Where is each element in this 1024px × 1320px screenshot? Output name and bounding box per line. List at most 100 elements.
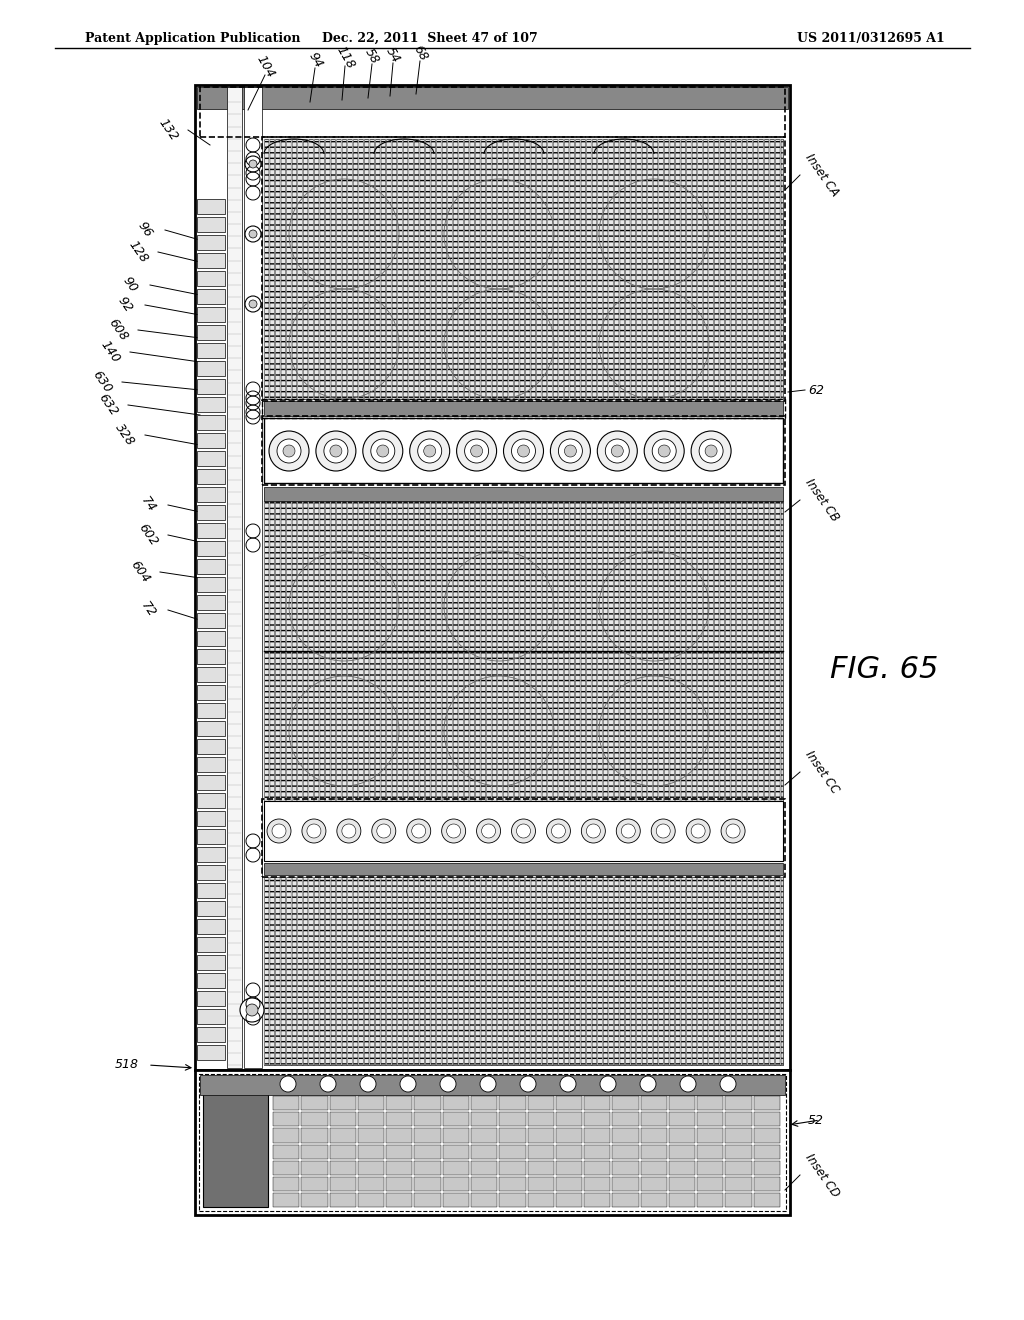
Bar [641,1144,667,1159]
Bar [500,1129,525,1143]
Bar [754,1129,780,1143]
Bar [386,1176,413,1191]
Bar [197,704,225,718]
Bar [386,1129,413,1143]
Bar [500,1176,525,1191]
Bar [301,1193,328,1206]
Bar [262,399,785,418]
Bar [301,1129,328,1143]
Bar [725,1129,752,1143]
Bar [527,1193,554,1206]
Bar [273,1160,299,1175]
Bar [612,1096,639,1110]
Text: 72: 72 [138,599,158,620]
Bar [725,1176,752,1191]
Bar [669,1113,695,1126]
Circle shape [319,1076,336,1092]
Circle shape [249,230,257,238]
Bar [527,1144,554,1159]
Bar [203,1078,268,1206]
Bar [197,523,225,539]
Bar [197,433,225,447]
Bar [197,649,225,664]
Circle shape [267,818,291,843]
Bar [357,1176,384,1191]
Circle shape [520,1076,536,1092]
Bar [527,1129,554,1143]
Circle shape [552,824,565,838]
Text: 630: 630 [90,368,115,396]
Bar [273,1176,299,1191]
Bar [556,1160,582,1175]
Bar [262,416,785,484]
Bar [669,1176,695,1191]
Bar [195,1071,790,1214]
Bar [197,506,225,520]
Circle shape [605,440,630,463]
Bar [641,1113,667,1126]
Text: 518: 518 [115,1059,139,1072]
Text: 54: 54 [383,45,402,65]
Circle shape [418,440,441,463]
Bar [754,1080,780,1094]
Circle shape [249,160,257,168]
Bar [330,1176,355,1191]
Bar [357,1129,384,1143]
Circle shape [412,824,426,838]
Bar [197,739,225,754]
Text: Dec. 22, 2011  Sheet 47 of 107: Dec. 22, 2011 Sheet 47 of 107 [323,32,538,45]
Bar [301,1144,328,1159]
Circle shape [706,445,717,457]
Bar [754,1096,780,1110]
Bar [273,1113,299,1126]
Bar [500,1096,525,1110]
Circle shape [622,824,635,838]
Bar [527,1096,554,1110]
Circle shape [560,1076,575,1092]
Circle shape [611,445,624,457]
Text: 608: 608 [105,317,130,343]
Bar [197,1045,225,1060]
Circle shape [400,1076,416,1092]
Bar [641,1176,667,1191]
Bar [725,1144,752,1159]
Circle shape [587,824,600,838]
Bar [264,401,783,416]
Bar [197,883,225,898]
Text: 118: 118 [334,45,356,71]
Circle shape [512,818,536,843]
Bar [200,1074,785,1096]
Bar [442,1144,469,1159]
Bar [697,1193,723,1206]
Bar [669,1160,695,1175]
Bar [197,397,225,412]
Bar [697,1080,723,1094]
Bar [357,1113,384,1126]
Bar [330,1193,355,1206]
Bar [442,1160,469,1175]
Bar [197,775,225,789]
Bar [197,612,225,628]
Bar [415,1144,440,1159]
Bar [584,1129,610,1143]
Bar [527,1113,554,1126]
Bar [197,631,225,645]
Bar [227,87,242,1068]
Circle shape [362,432,402,471]
Bar [262,137,785,401]
Bar [697,1176,723,1191]
Bar [197,902,225,916]
Bar [197,343,225,358]
Bar [357,1193,384,1206]
Circle shape [278,440,301,463]
Circle shape [315,432,356,471]
Bar [500,1160,525,1175]
Bar [197,937,225,952]
Circle shape [476,818,501,843]
Bar [442,1096,469,1110]
Bar [197,87,788,110]
Circle shape [600,1076,616,1092]
Circle shape [372,818,396,843]
Bar [612,1080,639,1094]
Circle shape [272,824,286,838]
